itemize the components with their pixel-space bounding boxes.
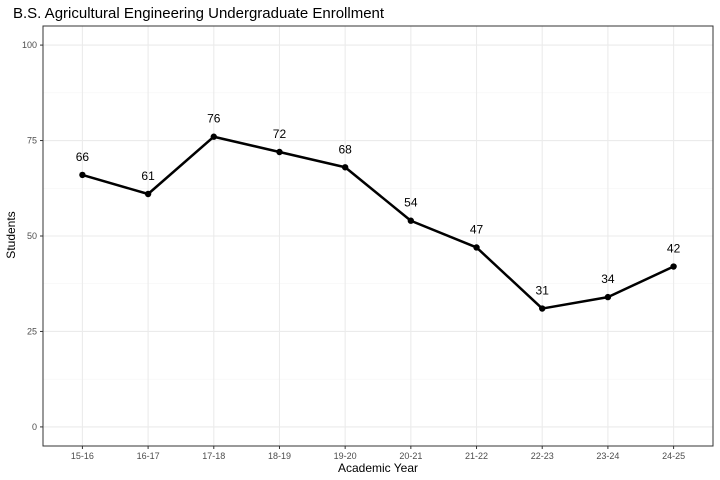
y-axis: 0 25 50 75 100: [22, 40, 43, 432]
data-labels: 66 61 76 72 68 54 47 31 34 42: [76, 112, 681, 298]
y-axis-title: Students: [4, 211, 18, 258]
y-tick-label: 75: [27, 136, 37, 146]
x-tick-label: 16-17: [137, 451, 160, 461]
data-point: [144, 190, 152, 198]
data-label: 72: [273, 127, 287, 141]
series-line: [82, 135, 675, 310]
data-point: [210, 133, 217, 140]
y-tick-label: 50: [27, 231, 37, 241]
y-tick-label: 100: [22, 40, 37, 50]
x-tick-label: 20-21: [399, 451, 422, 461]
major-gridlines: [43, 26, 713, 446]
x-axis-title: Academic Year: [338, 461, 418, 475]
data-point: [604, 293, 612, 301]
y-tick-label: 0: [32, 422, 37, 432]
x-tick-label: 24-25: [662, 451, 685, 461]
data-label: 54: [404, 196, 418, 210]
data-point: [276, 148, 283, 156]
data-point: [539, 305, 546, 312]
data-label: 68: [338, 142, 352, 156]
x-tick-label: 19-20: [334, 451, 357, 461]
x-tick-label: 21-22: [465, 451, 488, 461]
data-label: 31: [536, 284, 550, 298]
data-point: [407, 217, 415, 224]
chart-title: B.S. Agricultural Engineering Undergradu…: [13, 5, 385, 22]
y-tick-label: 25: [27, 326, 37, 336]
data-label: 42: [667, 242, 681, 256]
x-tick-label: 18-19: [268, 451, 291, 461]
x-tick-label: 17-18: [202, 451, 225, 461]
data-label: 76: [207, 112, 221, 126]
data-label: 47: [470, 222, 484, 236]
data-label: 66: [76, 150, 90, 164]
data-point: [473, 244, 480, 251]
x-tick-label: 15-16: [71, 451, 94, 461]
data-point: [341, 164, 349, 171]
data-points: [79, 133, 677, 312]
x-tick-label: 22-23: [531, 451, 554, 461]
data-label: 34: [601, 272, 615, 286]
data-point: [79, 171, 86, 179]
data-label: 61: [141, 169, 155, 183]
x-axis: 15-16 16-17 17-18 18-19 19-20 20-21 21-22 22-23…: [71, 446, 685, 461]
data-point: [670, 263, 677, 270]
x-tick-label: 23-24: [596, 451, 619, 461]
